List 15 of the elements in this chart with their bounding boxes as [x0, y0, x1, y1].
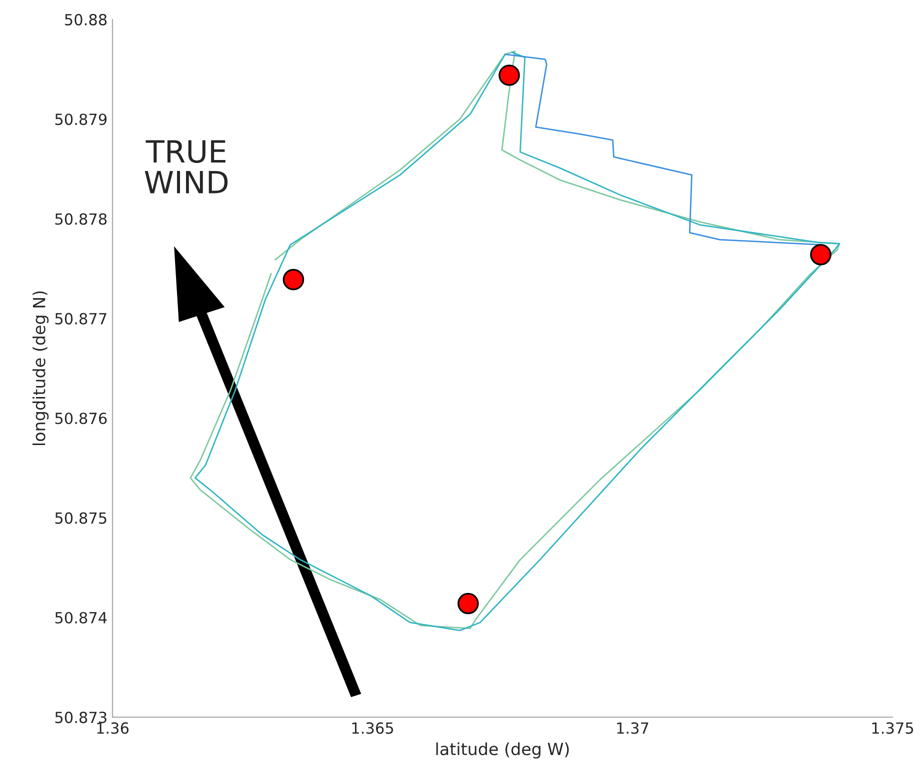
y-tick-label: 50.875: [55, 512, 106, 524]
x-tick-label: 1.37: [617, 722, 648, 734]
y-tick-label: 50.877: [55, 312, 106, 324]
x-axis-title: latitude (deg W): [436, 742, 569, 759]
x-tick-label: 1.375: [872, 722, 914, 734]
annotation: TRUE WIND: [144, 140, 228, 194]
y-tick-label: 50.88: [65, 14, 107, 26]
y-tick-label: 50.878: [55, 213, 107, 225]
y-tick-label: 50.876: [55, 412, 107, 424]
y-tick-label: 50.874: [55, 612, 107, 624]
x-tick-label: 1.365: [352, 722, 394, 734]
y-axis-title: longditude (deg N): [32, 291, 49, 446]
y-tick-label: 50.879: [55, 114, 107, 126]
x-tick-label: 1.36: [97, 722, 129, 734]
y-tick-label: 50.873: [55, 712, 106, 724]
